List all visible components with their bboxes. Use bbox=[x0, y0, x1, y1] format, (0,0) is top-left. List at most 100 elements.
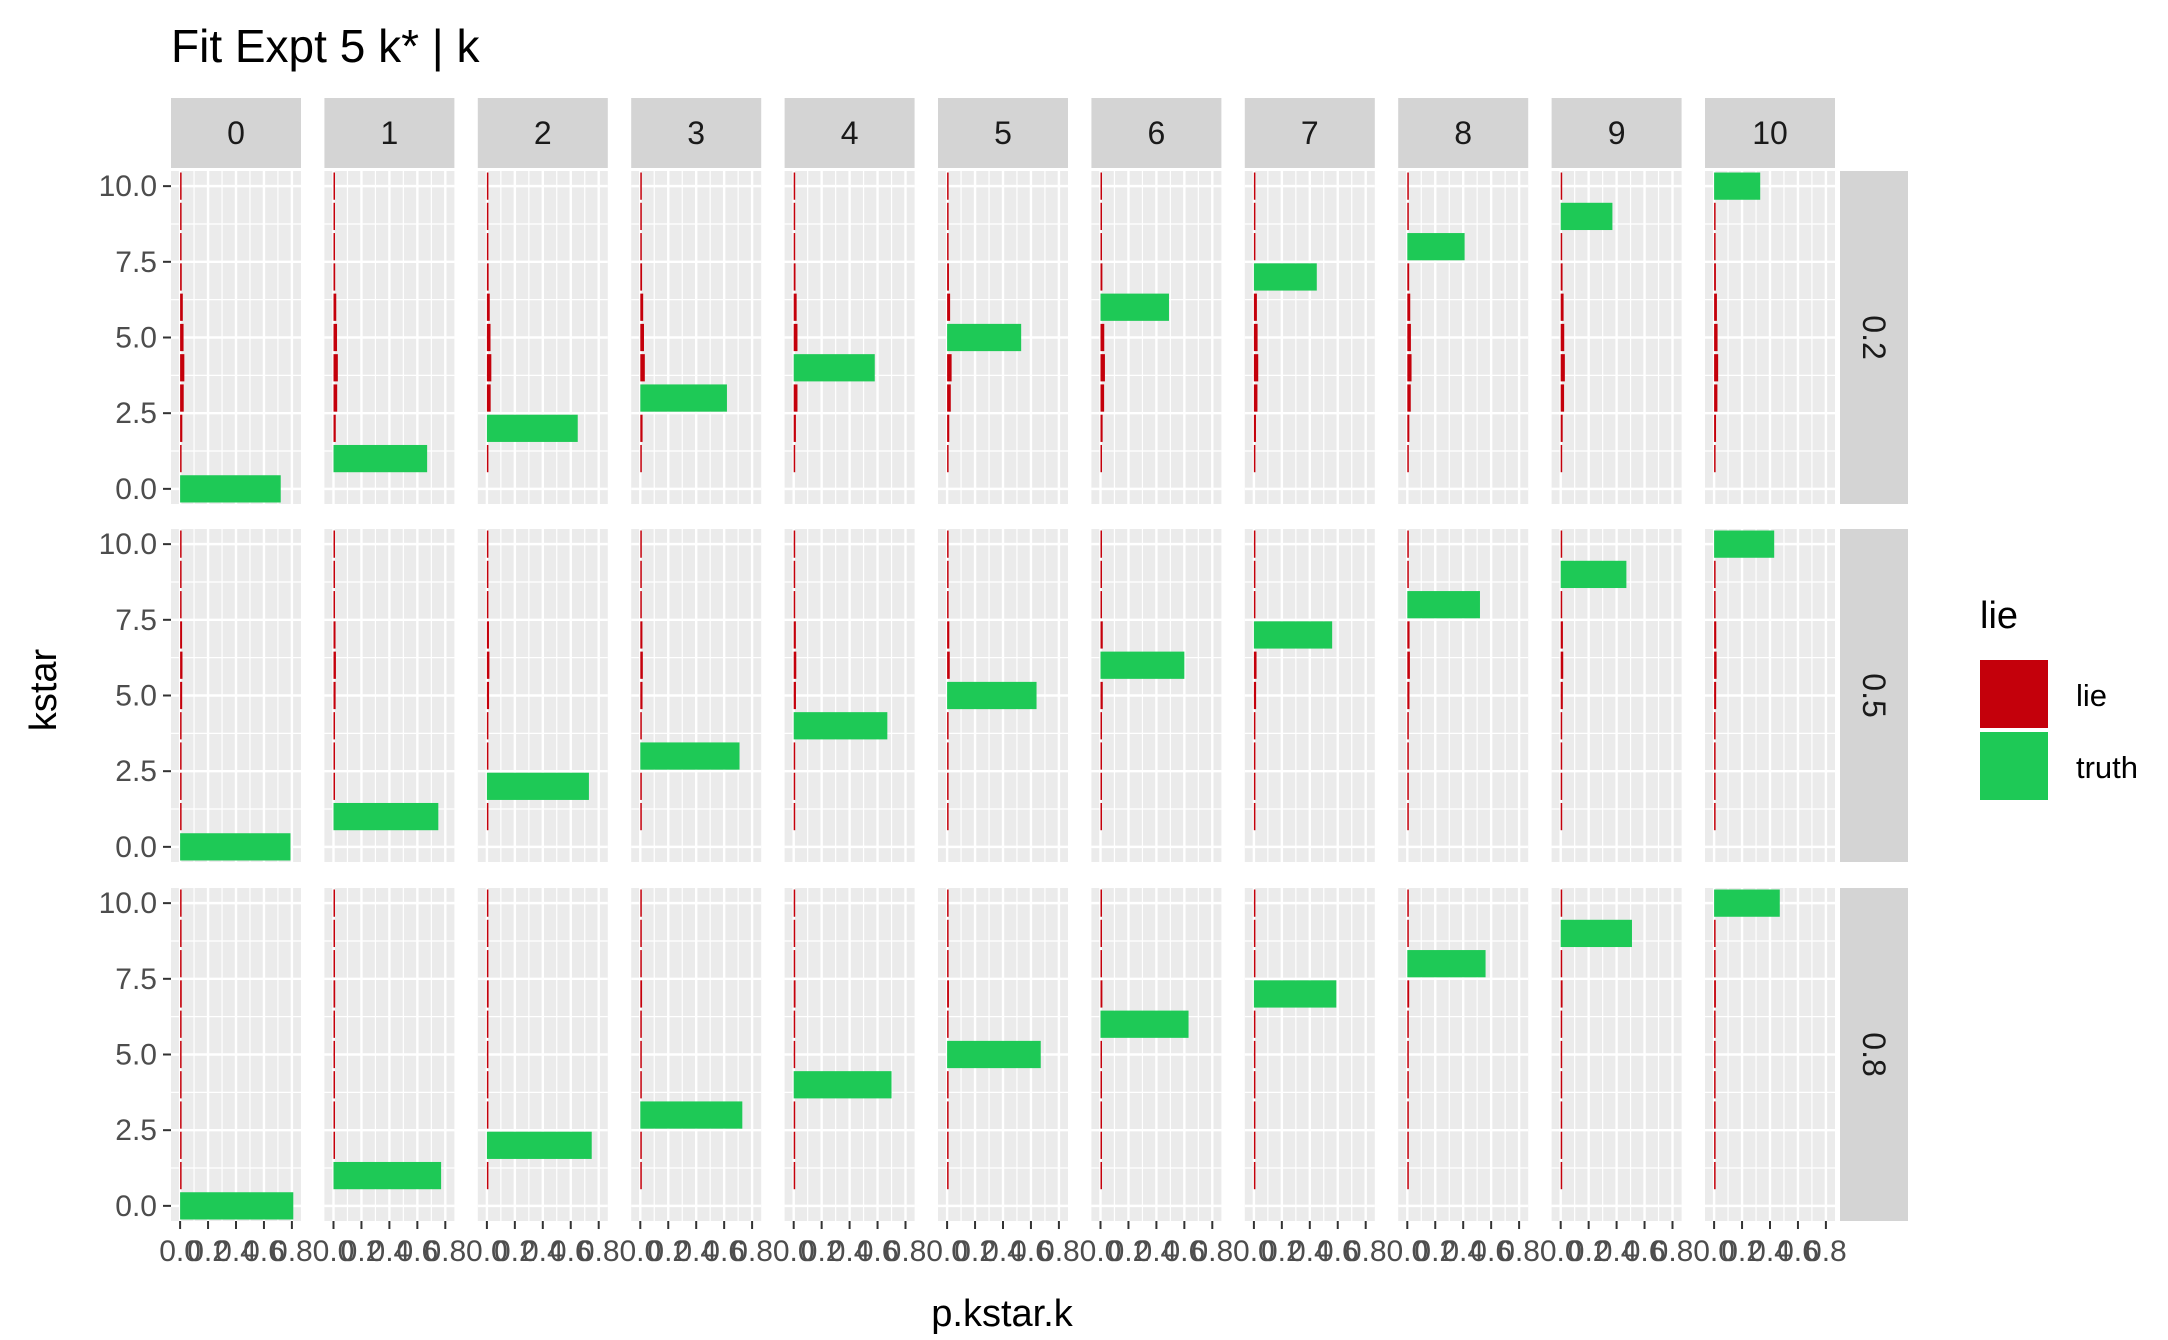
lie-bar bbox=[486, 742, 489, 770]
lie-bar bbox=[333, 1010, 335, 1038]
lie-bar bbox=[947, 414, 950, 442]
lie-bar bbox=[180, 980, 182, 1008]
lie-bar bbox=[180, 172, 182, 200]
lie-bar bbox=[1560, 384, 1565, 412]
lie-bar bbox=[947, 651, 950, 679]
facet-strip-col-label: 4 bbox=[841, 115, 859, 151]
truth-bar bbox=[1714, 172, 1761, 200]
lie-bar bbox=[1407, 712, 1409, 740]
lie-bar bbox=[333, 1131, 335, 1159]
lie-bar bbox=[1560, 950, 1563, 978]
lie-bar bbox=[793, 1101, 796, 1129]
truth-bar bbox=[1100, 1010, 1189, 1038]
lie-bar bbox=[1100, 950, 1102, 978]
lie-bar bbox=[180, 263, 182, 291]
facet-strip-row bbox=[1840, 529, 1908, 862]
lie-bar bbox=[180, 651, 183, 679]
truth-bar bbox=[180, 833, 291, 861]
lie-bar bbox=[486, 560, 489, 589]
lie-bar bbox=[1253, 712, 1256, 740]
lie-bar bbox=[947, 1010, 949, 1038]
lie-bar bbox=[793, 950, 796, 978]
x-tick-label: 0.8 bbox=[1191, 1235, 1233, 1268]
lie-bar bbox=[640, 919, 642, 948]
lie-bar bbox=[793, 293, 797, 321]
lie-bar bbox=[1714, 444, 1716, 473]
lie-bar bbox=[1407, 384, 1411, 412]
lie-bar bbox=[1407, 919, 1409, 948]
x-tick-label: 0.8 bbox=[1805, 1235, 1847, 1268]
facet-strip-row bbox=[1840, 171, 1908, 504]
lie-bar bbox=[180, 712, 182, 740]
lie-bar bbox=[1100, 621, 1103, 649]
x-tick-label: 0.6 bbox=[703, 1235, 745, 1268]
lie-bar bbox=[1714, 591, 1716, 619]
lie-bar bbox=[333, 414, 336, 442]
truth-bar bbox=[640, 1101, 743, 1129]
lie-bar bbox=[333, 263, 336, 291]
x-tick-label: 0.4 bbox=[982, 1235, 1024, 1268]
lie-bar bbox=[1407, 354, 1412, 382]
lie-bar bbox=[1253, 414, 1256, 442]
lie-bar bbox=[1560, 980, 1563, 1008]
truth-bar bbox=[1253, 621, 1333, 649]
truth-bar bbox=[947, 681, 1037, 710]
truth-bar bbox=[1100, 293, 1169, 321]
truth-bar bbox=[793, 354, 875, 382]
lie-bar bbox=[1100, 530, 1102, 558]
lie-bar bbox=[1253, 560, 1256, 589]
lie-bar bbox=[333, 530, 335, 558]
lie-bar bbox=[1560, 889, 1563, 917]
truth-bar bbox=[947, 323, 1022, 352]
lie-bar bbox=[486, 384, 491, 412]
lie-bar bbox=[793, 772, 796, 800]
x-tick-label: 0.6 bbox=[1470, 1235, 1512, 1268]
x-tick-label: 0.8 bbox=[271, 1235, 313, 1268]
lie-bar bbox=[1714, 712, 1716, 740]
lie-bar bbox=[1253, 293, 1257, 321]
lie-bar bbox=[486, 1071, 489, 1099]
lie-bar bbox=[793, 681, 796, 710]
legend-key-lie bbox=[1980, 660, 2048, 728]
facet-strip-row-label: 0.8 bbox=[1856, 1032, 1892, 1076]
x-tick-label: 0.4 bbox=[215, 1235, 257, 1268]
lie-bar bbox=[640, 354, 645, 382]
lie-bar bbox=[793, 1010, 796, 1038]
truth-bar bbox=[947, 1040, 1041, 1069]
x-tick-label: 0.2 bbox=[341, 1235, 383, 1268]
lie-bar bbox=[1407, 530, 1409, 558]
lie-bar bbox=[640, 444, 642, 473]
lie-bar bbox=[333, 323, 338, 352]
lie-bar bbox=[1100, 591, 1102, 619]
lie-bar bbox=[1407, 980, 1410, 1008]
lie-bar bbox=[1560, 1131, 1563, 1159]
lie-bar bbox=[1407, 681, 1410, 710]
lie-bar bbox=[640, 621, 643, 649]
lie-bar bbox=[1253, 681, 1257, 710]
facet-strip-col bbox=[477, 98, 608, 168]
truth-bar bbox=[1253, 980, 1337, 1008]
facet-strip-col bbox=[1705, 98, 1835, 168]
facet-strip-col bbox=[631, 98, 762, 168]
lie-bar bbox=[1714, 414, 1717, 442]
lie-bar bbox=[793, 172, 796, 200]
lie-bar bbox=[793, 530, 796, 558]
lie-bar bbox=[947, 889, 949, 917]
lie-bar bbox=[793, 233, 796, 261]
lie-bar bbox=[1100, 889, 1102, 917]
y-tick-label: 5.0 bbox=[115, 680, 157, 713]
lie-bar bbox=[947, 980, 949, 1008]
lie-bar bbox=[1714, 384, 1718, 412]
lie-bar bbox=[486, 233, 489, 261]
lie-bar bbox=[793, 621, 796, 649]
lie-bar bbox=[333, 681, 336, 710]
lie-bar bbox=[947, 772, 949, 800]
y-tick-label: 5.0 bbox=[115, 1039, 157, 1072]
facet-strip-col-label: 5 bbox=[994, 115, 1012, 151]
lie-bar bbox=[486, 591, 489, 619]
lie-bar bbox=[1560, 1010, 1563, 1038]
lie-bar bbox=[793, 384, 798, 412]
lie-bar bbox=[793, 202, 796, 231]
lie-bar bbox=[793, 651, 797, 679]
lie-bar bbox=[1253, 950, 1256, 978]
